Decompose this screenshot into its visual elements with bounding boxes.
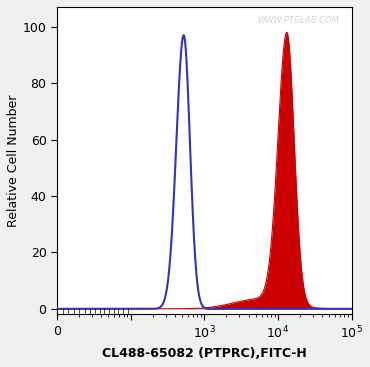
Text: WWW.PTGLAB.COM: WWW.PTGLAB.COM <box>258 16 339 25</box>
Y-axis label: Relative Cell Number: Relative Cell Number <box>7 95 20 227</box>
X-axis label: CL488-65082 (PTPRC),FITC-H: CL488-65082 (PTPRC),FITC-H <box>102 347 307 360</box>
